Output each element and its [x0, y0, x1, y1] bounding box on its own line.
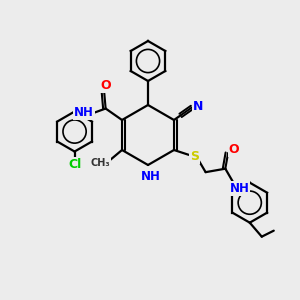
Text: S: S — [190, 150, 199, 163]
Text: O: O — [229, 143, 239, 156]
Text: Cl: Cl — [68, 158, 81, 171]
Text: NH: NH — [141, 169, 161, 182]
Text: CH₃: CH₃ — [90, 158, 110, 168]
Text: O: O — [100, 79, 111, 92]
Text: NH: NH — [230, 182, 249, 195]
Text: N: N — [193, 100, 203, 113]
Text: NH: NH — [74, 106, 94, 119]
